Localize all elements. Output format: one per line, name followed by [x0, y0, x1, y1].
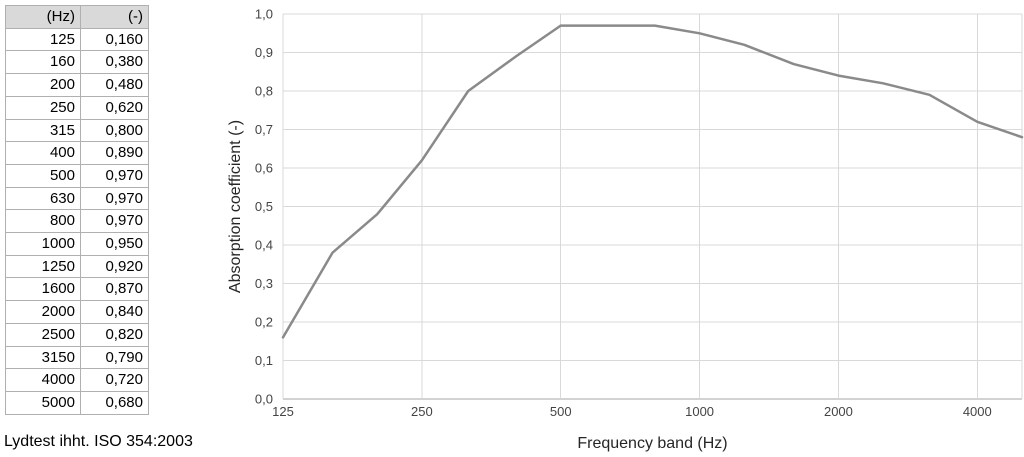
- frequency-column-header: (Hz): [5, 5, 81, 29]
- y-tick-label: 0,4: [255, 238, 273, 253]
- table-row: 1250 0,920: [5, 254, 149, 279]
- y-tick-label: 0,8: [255, 84, 273, 99]
- table-row: 4000 0,720: [5, 368, 149, 392]
- table-row: 200 0,480: [5, 73, 149, 97]
- table-row: 2000 0,840: [5, 300, 149, 324]
- coefficient-cell: 0,480: [80, 73, 149, 97]
- y-tick-label: 0,1: [255, 353, 273, 368]
- absorption-line: [281, 24, 1024, 339]
- frequency-cell: 630: [5, 186, 81, 211]
- frequency-cell: 1600: [5, 277, 81, 302]
- table-row: 1000 0,950: [5, 232, 149, 256]
- y-tick-label: 0,9: [255, 45, 273, 60]
- coefficient-cell: 0,620: [80, 95, 149, 120]
- coefficient-cell: 0,790: [80, 345, 149, 370]
- coefficient-cell: 0,870: [80, 277, 149, 302]
- y-tick-label: 1,0: [255, 7, 273, 22]
- y-tick-label: 0,7: [255, 122, 273, 137]
- table-row: 800 0,970: [5, 209, 149, 234]
- coefficient-cell: 0,840: [80, 300, 149, 324]
- x-tick-label: 2000: [824, 404, 853, 419]
- frequency-cell: 500: [5, 163, 81, 188]
- table-row: 250 0,620: [5, 95, 149, 120]
- table-row: 5000 0,680: [5, 390, 149, 415]
- y-tick-label: 0,5: [255, 199, 273, 214]
- table-row: 3150 0,790: [5, 345, 149, 370]
- x-tick-label: 500: [550, 404, 572, 419]
- coefficient-cell: 0,970: [80, 163, 149, 188]
- x-tick-label: 125: [272, 404, 294, 419]
- test-standard-note: Lydtest ihht. ISO 354:2003: [4, 433, 193, 450]
- absorption-table: (Hz) (-) 125 0,160 160 0,380 200 0,480 250 0,62…: [5, 5, 149, 415]
- y-tick-label: 0,3: [255, 276, 273, 291]
- table-row: 500 0,970: [5, 163, 149, 188]
- coefficient-cell: 0,970: [80, 209, 149, 234]
- coefficient-cell: 0,920: [80, 254, 149, 279]
- y-axis-title: Absorption coefficient (-): [227, 120, 244, 293]
- frequency-cell: 3150: [5, 345, 81, 370]
- y-tick-label: 0,6: [255, 161, 273, 176]
- x-axis-title: Frequency band (Hz): [577, 435, 727, 452]
- table-row: 315 0,800: [5, 118, 149, 143]
- coefficient-cell: 0,680: [80, 390, 149, 415]
- x-tick-label: 250: [411, 404, 433, 419]
- y-tick-label: 0,0: [255, 392, 273, 407]
- frequency-cell: 1250: [5, 254, 81, 279]
- table-body: 125 0,160 160 0,380 200 0,480 250 0,620 315 0,800…: [5, 27, 149, 415]
- table-header-row: (Hz) (-): [5, 5, 149, 29]
- coefficient-column-header: (-): [80, 5, 149, 29]
- frequency-cell: 5000: [5, 390, 81, 415]
- table-row: 1600 0,870: [5, 277, 149, 302]
- coefficient-cell: 0,380: [80, 50, 149, 75]
- table-row: 2500 0,820: [5, 322, 149, 347]
- coefficient-cell: 0,820: [80, 322, 149, 347]
- x-tick-label: 1000: [685, 404, 714, 419]
- y-tick-label: 0,2: [255, 315, 273, 330]
- absorption-table-panel: (Hz) (-) 125 0,160 160 0,380 200 0,480 250 0,62…: [5, 5, 149, 415]
- x-tick-label: 4000: [963, 404, 992, 419]
